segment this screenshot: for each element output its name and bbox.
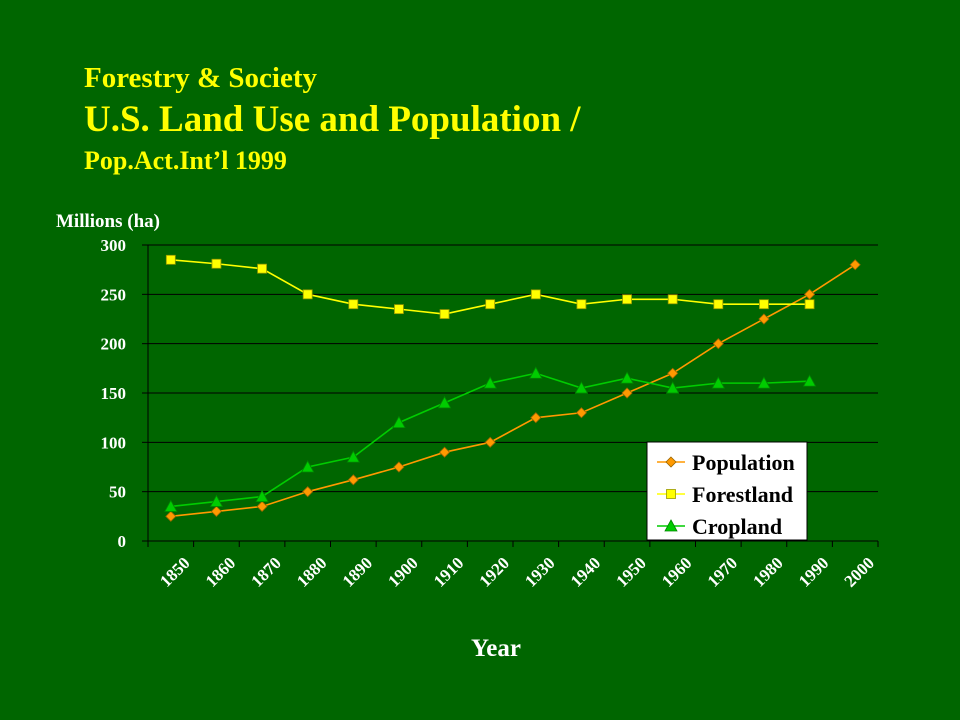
x-axis-label: Year xyxy=(471,635,521,662)
y-tick-label: 50 xyxy=(109,483,126,502)
data-point-forestland xyxy=(485,299,496,310)
slide-title-course: Forestry & Society xyxy=(84,62,317,94)
y-tick-label: 200 xyxy=(101,335,127,354)
data-point-cropland xyxy=(164,499,178,512)
x-tick-label: 1950 xyxy=(612,553,649,590)
data-point-cropland xyxy=(301,460,315,473)
data-point-population xyxy=(484,436,496,448)
data-point-population xyxy=(667,367,679,379)
x-tick-label: 1870 xyxy=(247,553,284,590)
data-point-forestland xyxy=(257,263,267,274)
y-tick-label: 100 xyxy=(101,433,127,452)
data-point-cropland xyxy=(437,396,452,409)
data-point-population xyxy=(758,313,770,325)
data-point-forestland xyxy=(302,289,313,300)
data-point-forestland xyxy=(211,258,222,269)
data-point-forestland xyxy=(576,299,587,310)
data-point-population xyxy=(165,510,177,522)
data-point-forestland xyxy=(622,294,632,305)
series-cropland xyxy=(164,366,817,512)
series-population xyxy=(165,259,861,522)
data-point-forestland xyxy=(667,294,678,305)
series-forestland xyxy=(165,254,815,319)
data-point-cropland xyxy=(392,415,406,429)
data-point-forestland xyxy=(804,299,815,310)
data-point-forestland xyxy=(394,304,404,315)
data-point-population xyxy=(256,500,268,513)
y-axis-label: Millions (ha) xyxy=(56,211,160,232)
data-point-cropland xyxy=(255,489,269,503)
data-point-cropland xyxy=(666,381,680,394)
legend-label: Cropland xyxy=(692,514,782,539)
data-point-population xyxy=(621,387,633,399)
data-point-population xyxy=(302,486,314,498)
data-point-population xyxy=(210,505,223,517)
data-point-forestland xyxy=(713,299,724,310)
data-point-population xyxy=(438,446,451,458)
x-tick-label: 1920 xyxy=(476,553,513,590)
data-point-forestland xyxy=(439,309,450,319)
data-point-cropland xyxy=(483,376,497,389)
data-point-cropland xyxy=(620,371,634,384)
data-point-cropland xyxy=(346,450,360,463)
x-tick-label: 1910 xyxy=(430,553,467,590)
x-tick-label: 1930 xyxy=(521,553,558,590)
data-point-cropland xyxy=(574,381,589,394)
y-tick-label: 0 xyxy=(118,532,127,551)
legend-label: Population xyxy=(692,450,795,475)
x-tick-label: 1990 xyxy=(795,553,832,590)
data-point-cropland xyxy=(757,376,771,389)
x-tick-label: 1940 xyxy=(567,553,604,590)
data-point-population xyxy=(803,288,816,300)
data-point-cropland xyxy=(529,366,543,379)
x-tick-label: 1980 xyxy=(749,553,786,590)
x-tick-label: 1960 xyxy=(658,553,695,590)
x-tick-label: 1900 xyxy=(384,553,421,590)
data-point-forestland xyxy=(759,299,769,310)
legend-marker xyxy=(665,456,677,468)
data-point-population xyxy=(712,338,724,350)
y-tick-label: 300 xyxy=(101,236,127,255)
data-point-population xyxy=(393,461,405,473)
legend-label: Forestland xyxy=(692,482,793,507)
x-tick-label: 1880 xyxy=(293,553,330,590)
data-point-population xyxy=(849,259,861,271)
x-tick-label: 1970 xyxy=(704,553,741,590)
data-point-forestland xyxy=(530,289,541,300)
data-point-population xyxy=(575,407,588,419)
x-tick-label: 2000 xyxy=(841,553,878,590)
data-point-forestland xyxy=(348,299,359,310)
chart-legend: Population Forestland Cropland xyxy=(646,441,808,541)
data-point-population xyxy=(347,474,359,486)
data-point-cropland xyxy=(209,494,224,507)
slide-title-source: Pop.Act.Int’l 1999 xyxy=(84,146,287,175)
data-point-population xyxy=(530,412,542,424)
y-tick-label: 150 xyxy=(101,384,127,403)
data-point-cropland xyxy=(711,376,725,389)
x-tick-label: 1860 xyxy=(202,553,239,590)
x-tick-label: 1890 xyxy=(339,553,376,590)
slide-title-main: U.S. Land Use and Population / xyxy=(84,99,581,140)
data-point-cropland xyxy=(802,374,817,387)
data-point-forestland xyxy=(165,254,176,265)
legend-marker xyxy=(664,519,678,532)
series-line-population xyxy=(170,264,856,518)
legend-marker xyxy=(666,489,676,499)
y-tick-label: 250 xyxy=(101,285,127,304)
x-tick-label: 1850 xyxy=(156,553,193,590)
title-block: Forestry & Society U.S. Land Use and Pop… xyxy=(84,60,581,178)
